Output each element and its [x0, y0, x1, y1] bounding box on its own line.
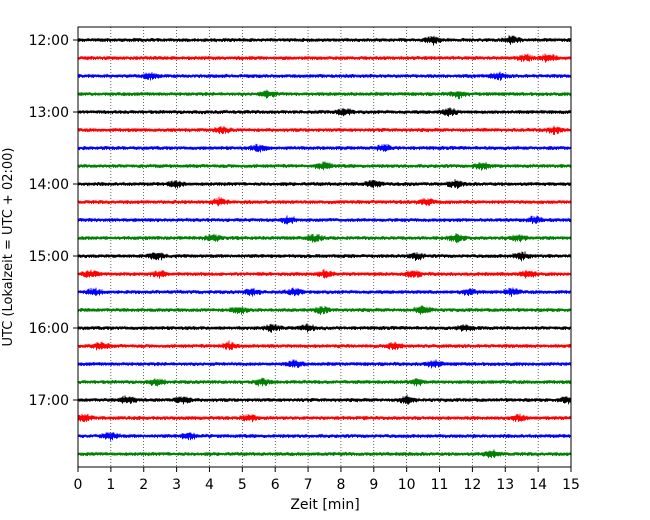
x-tick-label: 4 [205, 477, 214, 493]
trace-1715 [77, 413, 572, 423]
x-tick-label: 11 [431, 477, 449, 493]
y-tick-label: 16:00 [29, 321, 69, 337]
x-tick-label: 14 [529, 477, 547, 493]
trace-1615 [77, 340, 572, 351]
y-axis-label: UTC (Lokalzeit = UTC + 02:00) [1, 148, 16, 347]
y-tick-label: 17:00 [29, 393, 69, 409]
y-tick-label: 14:00 [29, 177, 69, 193]
x-tick-label: 3 [172, 477, 181, 493]
x-tick-label: 12 [463, 477, 481, 493]
trace-1300 [77, 107, 572, 117]
trace-1400 [77, 179, 572, 189]
x-tick-label: 13 [496, 477, 514, 493]
x-axis-label: Zeit [min] [290, 497, 359, 513]
x-tick-label: 9 [369, 477, 378, 493]
trace-1530 [77, 287, 572, 297]
trace-1445 [77, 232, 572, 244]
x-tick-label: 8 [336, 477, 345, 493]
trace-1415 [77, 196, 572, 207]
trace-1430 [77, 215, 572, 225]
trace-1245 [77, 89, 572, 100]
plot-frame [77, 26, 572, 468]
x-tick-label: 1 [106, 477, 115, 493]
trace-1500 [77, 251, 572, 262]
y-axis-ticks: 12:00 13:00 14:00 15:00 16:00 17:00 [29, 33, 78, 409]
y-tick-label: 12:00 [29, 33, 69, 49]
x-tick-label: 6 [271, 477, 280, 493]
x-tick-label: 10 [398, 477, 416, 493]
x-tick-label: 2 [139, 477, 148, 493]
trace-1700 [77, 394, 572, 405]
trace-1345 [77, 161, 572, 171]
grid-lines [110, 27, 539, 467]
trace-1230 [77, 71, 572, 81]
x-tick-label: 5 [238, 477, 247, 493]
x-tick-label: 7 [304, 477, 313, 493]
x-tick-label: 0 [74, 477, 83, 493]
trace-1330 [77, 143, 572, 153]
trace-1645 [77, 377, 572, 387]
trace-1515 [77, 269, 572, 279]
trace-1730 [77, 432, 572, 441]
trace-1600 [77, 323, 572, 333]
trace-1545 [77, 305, 572, 315]
x-tick-label: 15 [562, 477, 580, 493]
x-axis-ticks: 0 1 2 3 4 5 6 7 8 9 10 11 12 13 14 15 [74, 467, 580, 493]
trace-1745 [77, 449, 572, 459]
seismic-traces [77, 35, 572, 459]
trace-1630 [77, 359, 572, 369]
y-tick-label: 13:00 [29, 105, 69, 121]
y-tick-label: 15:00 [29, 249, 69, 265]
trace-1315 [77, 125, 572, 136]
trace-1200 [77, 35, 572, 46]
trace-1215 [77, 53, 572, 63]
